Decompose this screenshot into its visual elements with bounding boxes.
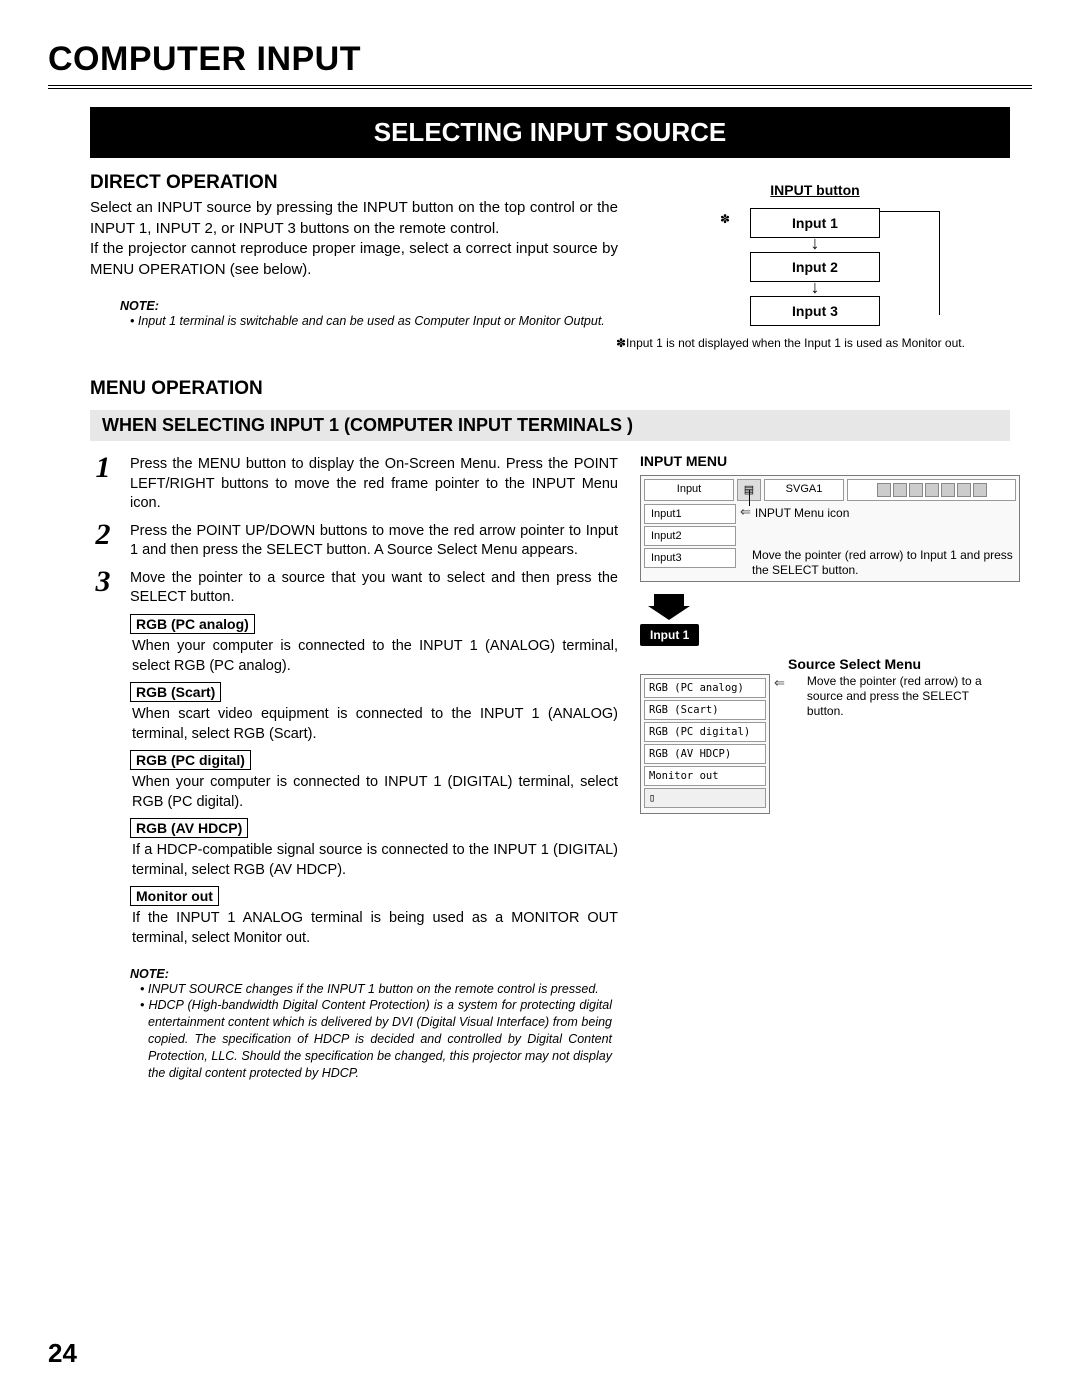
menu-icon (941, 483, 955, 497)
return-arrow (880, 211, 940, 315)
input-menu-title: INPUT MENU (640, 453, 1032, 469)
down-arrow-icon (648, 594, 690, 620)
source-text: When your computer is connected to the I… (132, 637, 618, 676)
step-text: Move the pointer to a source that you wa… (130, 567, 618, 608)
source-text: When scart video equipment is connected … (132, 705, 618, 744)
page-number: 24 (48, 1338, 77, 1369)
step-2: 2 Press the POINT UP/DOWN buttons to mov… (90, 520, 618, 561)
note-label-2: NOTE: (130, 967, 618, 981)
direct-op-heading: DIRECT OPERATION (90, 172, 618, 194)
arrow-left-icon: ⇐ (740, 504, 751, 520)
source-label: RGB (AV HDCP) (130, 818, 248, 838)
rule-bot (48, 88, 1032, 89)
source-menu-title: Source Select Menu (788, 656, 1032, 672)
step-3: 3 Move the pointer to a source that you … (90, 567, 618, 608)
source-menu-note: Move the pointer (red arrow) to a source… (807, 674, 1007, 814)
direct-op-para1: Select an INPUT source by pressing the I… (90, 198, 618, 239)
source-text: If a HDCP-compatible signal source is co… (132, 841, 618, 880)
section-banner: SELECTING INPUT SOURCE (90, 107, 1010, 158)
direct-op-para2: If the projector cannot reproduce proper… (90, 239, 618, 280)
list-item: Input2 (644, 526, 736, 546)
source-label: RGB (Scart) (130, 682, 221, 702)
note-label: NOTE: (120, 299, 618, 313)
diag-title: INPUT button (700, 182, 930, 198)
source-item: Monitor out If the INPUT 1 ANALOG termin… (130, 886, 618, 948)
menu-icon (909, 483, 923, 497)
source-text: When your computer is connected to INPUT… (132, 773, 618, 812)
step-num: 1 (90, 453, 116, 514)
menu-icon (973, 483, 987, 497)
input-menu-move-note: Move the pointer (red arrow) to Input 1 … (752, 548, 1016, 578)
gray-bar: WHEN SELECTING INPUT 1 (COMPUTER INPUT T… (90, 410, 1010, 441)
menu-icon (877, 483, 891, 497)
source-item: RGB (Scart) When scart video equipment i… (130, 682, 618, 744)
input-menu-panel: Input ▤ SVGA1 Input1 Input2 Input3 (640, 475, 1020, 582)
menu-op-heading: MENU OPERATION (90, 378, 1032, 400)
chapter-title: COMPUTER INPUT (48, 40, 1032, 79)
note2-bullet1: • INPUT SOURCE changes if the INPUT 1 bu… (140, 981, 612, 998)
diag-footnote: ✽Input 1 is not displayed when the Input… (616, 336, 976, 350)
note-bullet: • Input 1 terminal is switchable and can… (130, 313, 612, 330)
menu-icon (957, 483, 971, 497)
step-1: 1 Press the MENU button to display the O… (90, 453, 618, 514)
source-label: Monitor out (130, 886, 219, 906)
source-item: RGB (PC digital) When your computer is c… (130, 750, 618, 812)
source-label: RGB (PC digital) (130, 750, 251, 770)
list-item: RGB (PC analog) (644, 678, 766, 698)
input-menu-icon-label: INPUT Menu icon (755, 506, 849, 520)
source-item: RGB (PC analog) When your computer is co… (130, 614, 618, 676)
arrow-left-icon: ⇐ (774, 675, 785, 690)
list-item: RGB (AV HDCP) (644, 744, 766, 764)
diag-star: ✽ (720, 212, 730, 226)
rule-top (48, 85, 1032, 86)
step-text: Press the MENU button to display the On-… (130, 453, 618, 514)
list-item: Monitor out (644, 766, 766, 786)
note2-bullet2: • HDCP (High-bandwidth Digital Content P… (140, 997, 612, 1081)
input-diagram: INPUT button ✽ Input 1 ↓ Input 2 ↓ Input… (700, 182, 930, 326)
menu-top-mode: SVGA1 (764, 479, 844, 501)
menu-top-input: Input (644, 479, 734, 501)
source-text: If the INPUT 1 ANALOG terminal is being … (132, 909, 618, 948)
input1-badge: Input 1 (640, 624, 699, 646)
list-item: RGB (Scart) (644, 700, 766, 720)
menu-icon (893, 483, 907, 497)
source-label: RGB (PC analog) (130, 614, 255, 634)
menu-icon-strip (847, 479, 1016, 501)
step-text: Press the POINT UP/DOWN buttons to move … (130, 520, 618, 561)
list-item: Input1 (644, 504, 736, 524)
diag-box-3: Input 3 (750, 296, 880, 326)
source-item: RGB (AV HDCP) If a HDCP-compatible signa… (130, 818, 618, 880)
menu-icon (925, 483, 939, 497)
callout-line (749, 490, 750, 506)
step-num: 3 (90, 567, 116, 608)
source-menu-panel: RGB (PC analog) RGB (Scart) RGB (PC digi… (640, 674, 770, 814)
list-item: RGB (PC digital) (644, 722, 766, 742)
list-item: Input3 (644, 548, 736, 568)
menu-return-icon: ▯ (644, 788, 766, 808)
step-num: 2 (90, 520, 116, 561)
